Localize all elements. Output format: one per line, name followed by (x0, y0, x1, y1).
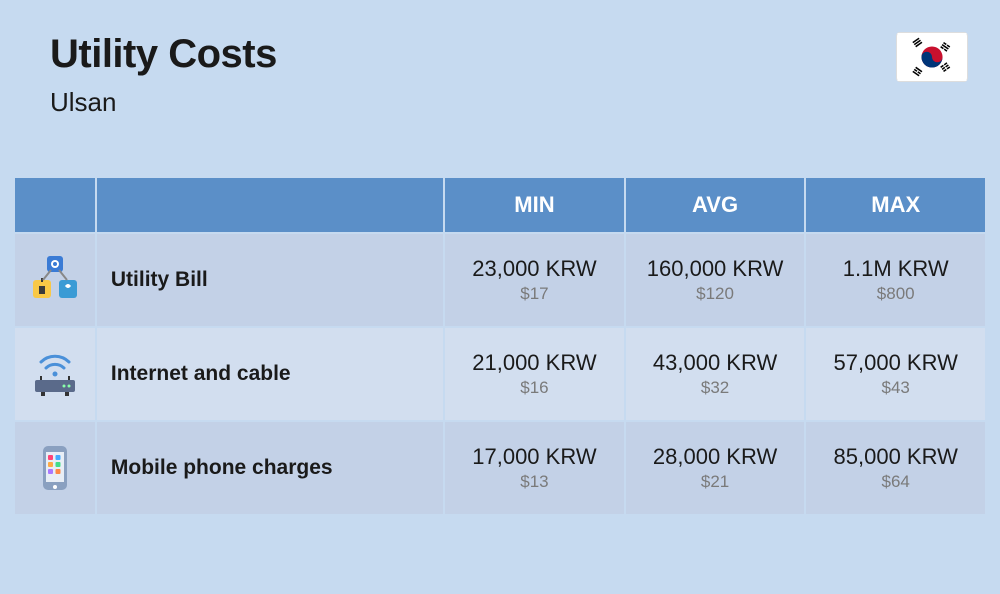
page-title: Utility Costs (50, 32, 950, 77)
primary-value: 17,000 KRW (453, 444, 616, 470)
table-row: Mobile phone charges 17,000 KRW $13 28,0… (15, 422, 985, 514)
internet-router-icon (15, 328, 95, 420)
cell-avg: 28,000 KRW $21 (626, 422, 805, 514)
secondary-value: $43 (814, 378, 977, 398)
secondary-value: $120 (634, 284, 797, 304)
header-empty-icon (15, 178, 95, 232)
primary-value: 160,000 KRW (634, 256, 797, 282)
primary-value: 43,000 KRW (634, 350, 797, 376)
south-korea-flag-icon (896, 32, 968, 82)
primary-value: 85,000 KRW (814, 444, 977, 470)
primary-value: 1.1M KRW (814, 256, 977, 282)
costs-table: MIN AVG MAX Utility Bill (13, 176, 987, 516)
primary-value: 23,000 KRW (453, 256, 616, 282)
header-avg: AVG (626, 178, 805, 232)
utility-bill-icon (15, 234, 95, 326)
row-label: Internet and cable (97, 328, 443, 420)
cell-max: 85,000 KRW $64 (806, 422, 985, 514)
cell-min: 23,000 KRW $17 (445, 234, 624, 326)
secondary-value: $64 (814, 472, 977, 492)
cell-avg: 43,000 KRW $32 (626, 328, 805, 420)
cell-max: 1.1M KRW $800 (806, 234, 985, 326)
cell-max: 57,000 KRW $43 (806, 328, 985, 420)
header: Utility Costs Ulsan (0, 0, 1000, 146)
secondary-value: $21 (634, 472, 797, 492)
secondary-value: $16 (453, 378, 616, 398)
secondary-value: $13 (453, 472, 616, 492)
secondary-value: $800 (814, 284, 977, 304)
primary-value: 57,000 KRW (814, 350, 977, 376)
cell-min: 17,000 KRW $13 (445, 422, 624, 514)
table-row: Internet and cable 21,000 KRW $16 43,000… (15, 328, 985, 420)
header-max: MAX (806, 178, 985, 232)
cell-avg: 160,000 KRW $120 (626, 234, 805, 326)
table-row: Utility Bill 23,000 KRW $17 160,000 KRW … (15, 234, 985, 326)
mobile-phone-icon (15, 422, 95, 514)
primary-value: 28,000 KRW (634, 444, 797, 470)
header-empty-label (97, 178, 443, 232)
row-label: Mobile phone charges (97, 422, 443, 514)
row-label: Utility Bill (97, 234, 443, 326)
secondary-value: $32 (634, 378, 797, 398)
primary-value: 21,000 KRW (453, 350, 616, 376)
page-subtitle: Ulsan (50, 87, 950, 118)
header-min: MIN (445, 178, 624, 232)
secondary-value: $17 (453, 284, 616, 304)
table-header-row: MIN AVG MAX (15, 178, 985, 232)
cell-min: 21,000 KRW $16 (445, 328, 624, 420)
